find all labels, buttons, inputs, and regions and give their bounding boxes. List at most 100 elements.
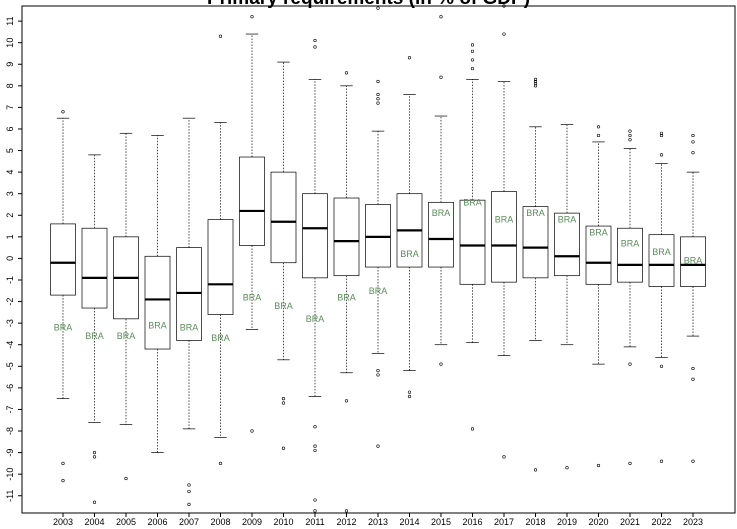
outlier-point: [691, 459, 695, 463]
iqr-box: [491, 191, 517, 283]
outlier-point: [61, 110, 65, 114]
outlier-point: [92, 450, 97, 455]
outlier-point: [92, 455, 97, 459]
outlier-point: [218, 34, 223, 38]
y-tick-label: -9: [5, 449, 15, 457]
highlight-label: BRA: [54, 322, 73, 332]
highlight-label: BRA: [463, 197, 482, 207]
box-2011: BRA: [302, 38, 328, 513]
outlier-point: [61, 479, 65, 483]
highlight-label: BRA: [85, 331, 104, 341]
box-2016: BRA: [459, 43, 486, 431]
box-2007: BRA: [176, 117, 202, 506]
box-2005: BRA: [113, 132, 139, 481]
outlier-point: [470, 58, 475, 62]
y-tick-label: 5: [5, 148, 15, 153]
y-tick-label: -2: [5, 298, 15, 306]
x-tick-label: 2013: [368, 517, 388, 527]
outlier-point: [218, 461, 223, 465]
highlight-label: BRA: [652, 247, 671, 257]
outlier-point: [470, 427, 475, 431]
outlier-point: [533, 82, 538, 86]
iqr-box: [585, 225, 612, 285]
outlier-point: [187, 502, 191, 506]
outlier-point: [533, 468, 538, 472]
outlier-point: [691, 133, 695, 138]
outlier-point: [407, 390, 412, 394]
iqr-box: [302, 193, 328, 279]
x-tick-label: 2022: [651, 517, 671, 527]
iqr-box: [428, 201, 454, 268]
y-tick-label: 2: [5, 213, 15, 218]
y-tick-label: -7: [5, 405, 15, 413]
box-2015: BRA: [428, 15, 454, 366]
y-tick-label: -11: [5, 490, 15, 502]
x-tick-label: 2007: [179, 517, 199, 527]
outlier-point: [470, 66, 475, 71]
outlier-point: [691, 140, 695, 144]
outlier-point: [439, 15, 443, 19]
x-tick-label: 2017: [494, 517, 514, 527]
box-2009: BRA: [239, 15, 265, 433]
highlight-label: BRA: [180, 322, 199, 332]
outlier-point: [596, 125, 601, 129]
outlier-point: [659, 133, 664, 138]
outlier-point: [313, 509, 317, 513]
outlier-point: [691, 366, 695, 371]
outlier-point: [313, 448, 317, 453]
box-2022: BRA: [648, 131, 675, 463]
box-2019: BRA: [554, 124, 580, 470]
highlight-label: BRA: [274, 301, 293, 311]
iqr-box: [554, 212, 580, 277]
outlier-point: [533, 79, 538, 84]
outlier-point: [628, 133, 632, 138]
x-tick-label: 2012: [336, 517, 356, 527]
x-tick-label: 2008: [210, 517, 230, 527]
x-tick-label: 2010: [273, 517, 293, 527]
x-tick-label: 2020: [588, 517, 608, 527]
box-2008: BRA: [207, 34, 234, 465]
x-tick-label: 2011: [305, 517, 324, 527]
outlier-point: [376, 369, 380, 373]
outlier-point: [691, 377, 695, 381]
outlier-point: [376, 92, 380, 97]
x-tick-label: 2003: [53, 517, 73, 527]
x-tick-label: 2004: [84, 517, 104, 527]
boxes: BRA BRA BRA BRA BRA BRA BRA BRA BRA BRA BRA BRA BRA B…: [50, 4, 706, 513]
highlight-label: BRA: [243, 292, 262, 302]
y-tick-label: 1: [5, 234, 15, 239]
y-tick-label: 9: [5, 62, 15, 67]
x-axis: 2003 2004 2005 2006 2007 2008 2009 2010 2011 2012…: [53, 513, 703, 527]
x-tick-label: 2016: [462, 517, 482, 527]
outlier-point: [407, 394, 412, 399]
box-2004: BRA: [81, 154, 108, 504]
box-2020: BRA: [585, 125, 612, 468]
highlight-label: BRA: [432, 208, 451, 218]
outlier-point: [659, 153, 664, 157]
outlier-point: [470, 49, 475, 53]
outlier-point: [565, 466, 569, 470]
iqr-box: [50, 223, 76, 296]
outlier-point: [596, 463, 601, 468]
y-tick-label: 0: [5, 256, 15, 261]
outlier-point: [659, 459, 664, 463]
outlier-point: [313, 425, 317, 429]
y-tick-label: -3: [5, 319, 15, 327]
x-tick-label: 2019: [557, 517, 577, 527]
outlier-point: [628, 129, 632, 133]
outlier-point: [250, 429, 254, 433]
box-2010: BRA: [270, 61, 297, 450]
box-2003: BRA: [50, 110, 76, 483]
y-tick-label: -5: [5, 362, 15, 370]
outlier-point: [187, 483, 191, 487]
box-2006: BRA: [144, 135, 171, 453]
y-tick-label: 7: [5, 105, 15, 110]
box-2013: BRA: [365, 6, 391, 448]
outlier-point: [313, 45, 317, 49]
box-2017: BRA: [491, 4, 517, 459]
outlier-point: [92, 500, 97, 504]
outlier-point: [376, 444, 380, 448]
outlier-point: [376, 101, 380, 105]
